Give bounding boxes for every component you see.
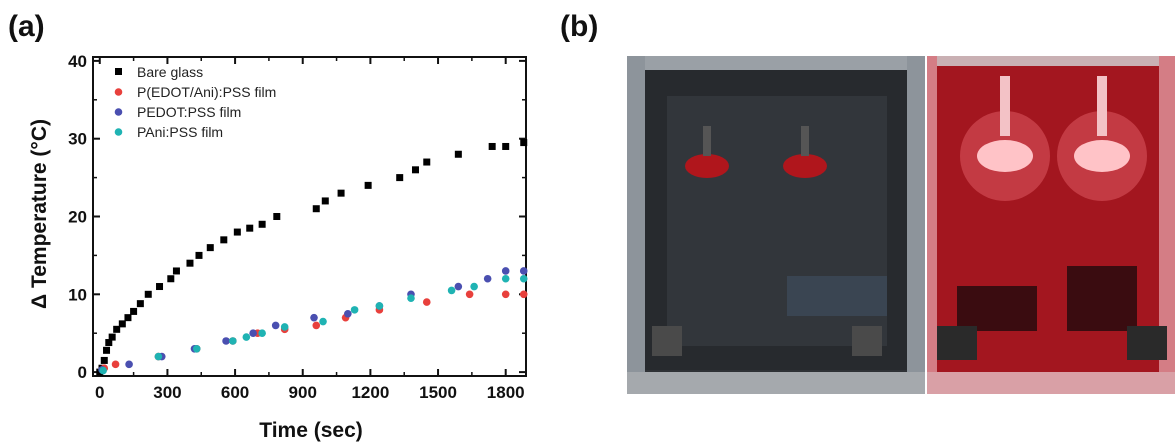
temperature-chart: 0 300 600 900 1200 1500 1800 0 10 20 30 40 Bare gla… <box>28 52 528 442</box>
bare-glass-point <box>172 267 180 275</box>
legend-marker <box>115 68 122 75</box>
series-3-point <box>280 323 289 331</box>
chart-ticks: 0 300 600 900 1200 1500 1800 0 10 20 30 40 <box>68 52 526 402</box>
chart-legend: Bare glass P(EDOT/Ani):PSS film PEDOT:PSS … <box>114 64 276 140</box>
series-3-point <box>447 286 456 295</box>
series-3-point <box>375 302 384 310</box>
series-3-point <box>242 333 251 341</box>
bare-glass-point <box>156 283 164 291</box>
bare-glass-point <box>488 142 496 150</box>
series-1-point <box>111 360 120 369</box>
series-1-point <box>422 298 431 306</box>
series-2-point <box>125 360 133 369</box>
bare-glass-point <box>411 166 419 174</box>
bare-glass-point <box>312 205 320 213</box>
series-2-point <box>483 274 492 283</box>
bare-glass-point <box>136 300 144 308</box>
series-2-point <box>271 321 280 330</box>
series-3-point <box>470 282 478 291</box>
bare-glass-point <box>105 339 113 347</box>
bare-glass-point <box>502 142 510 150</box>
bare-glass-point <box>273 213 281 220</box>
bare-glass-point <box>124 314 132 322</box>
series-2-point <box>501 267 510 275</box>
legend-marker <box>114 88 123 96</box>
bare-glass-point <box>321 197 329 205</box>
bare-glass-point <box>167 275 175 283</box>
y-tick-label: 30 <box>68 130 87 149</box>
legend-label: P(EDOT/Ani):PSS film <box>137 84 276 100</box>
y-tick-label: 10 <box>68 285 87 304</box>
series-2-point <box>344 309 352 318</box>
bare-glass-point <box>220 236 228 244</box>
series-3-point <box>501 274 510 283</box>
series-3-point <box>229 337 237 345</box>
series-3-point <box>99 366 107 375</box>
series-3-point <box>407 294 415 302</box>
panel-label-a: (a) <box>8 10 45 43</box>
x-tick-label: 1200 <box>351 383 389 402</box>
bare-glass-point <box>206 244 214 252</box>
bare-glass-point <box>144 290 152 298</box>
bare-glass-point <box>195 251 203 259</box>
bare-glass-point <box>108 333 116 341</box>
x-tick-label: 0 <box>95 383 104 402</box>
x-tick-label: 600 <box>221 383 249 402</box>
series-1-point <box>465 290 474 299</box>
series-1-point <box>501 290 510 299</box>
series-3-point <box>258 329 266 338</box>
bare-glass-point <box>233 228 241 236</box>
legend-label: Bare glass <box>137 64 203 80</box>
series-2-point <box>310 313 318 322</box>
bare-glass-point <box>113 325 121 333</box>
y-axis-label: Δ Temperature (°C) <box>28 119 51 309</box>
series-2-point <box>454 282 463 291</box>
series-2-point <box>249 329 257 338</box>
y-tick-label: 40 <box>68 52 87 71</box>
series-3-point <box>319 317 327 326</box>
x-tick-label: 300 <box>153 383 181 402</box>
series-2-point <box>519 267 528 275</box>
series-1-point <box>312 321 321 330</box>
x-tick-label: 900 <box>289 383 317 402</box>
x-axis-label: Time (sec) <box>259 419 363 442</box>
legend-marker <box>114 108 123 116</box>
series-3-point <box>519 274 528 283</box>
bare-glass-point <box>454 150 462 158</box>
panel-label-b: (b) <box>560 10 599 43</box>
bare-glass-point <box>246 224 254 232</box>
y-tick-label: 20 <box>68 208 87 227</box>
bare-glass-point <box>396 174 404 182</box>
bare-glass-point <box>100 356 108 364</box>
series-2-point <box>222 337 230 345</box>
series-3-point <box>192 344 201 353</box>
legend-label: PAni:PSS film <box>137 124 223 140</box>
photo-lamps-on <box>927 56 1175 394</box>
bare-glass-point <box>186 259 194 267</box>
legend-label: PEDOT:PSS film <box>137 104 241 120</box>
series-1-point <box>519 290 528 299</box>
x-tick-label: 1800 <box>487 383 525 402</box>
bare-glass-point <box>118 320 126 328</box>
x-tick-label: 1500 <box>419 383 457 402</box>
bare-glass-point <box>520 139 528 147</box>
bare-glass-point <box>423 158 431 166</box>
series-3-point <box>154 352 163 361</box>
legend-marker <box>114 128 123 136</box>
bare-glass-point <box>103 346 111 354</box>
photo-lamps-off <box>627 56 925 394</box>
chart-marks <box>96 139 528 376</box>
bare-glass-point <box>130 307 138 315</box>
bare-glass-point <box>337 189 345 197</box>
bare-glass-point <box>258 220 266 228</box>
bare-glass-point <box>364 181 372 189</box>
y-tick-label: 0 <box>78 363 87 382</box>
series-3-point <box>350 306 359 314</box>
